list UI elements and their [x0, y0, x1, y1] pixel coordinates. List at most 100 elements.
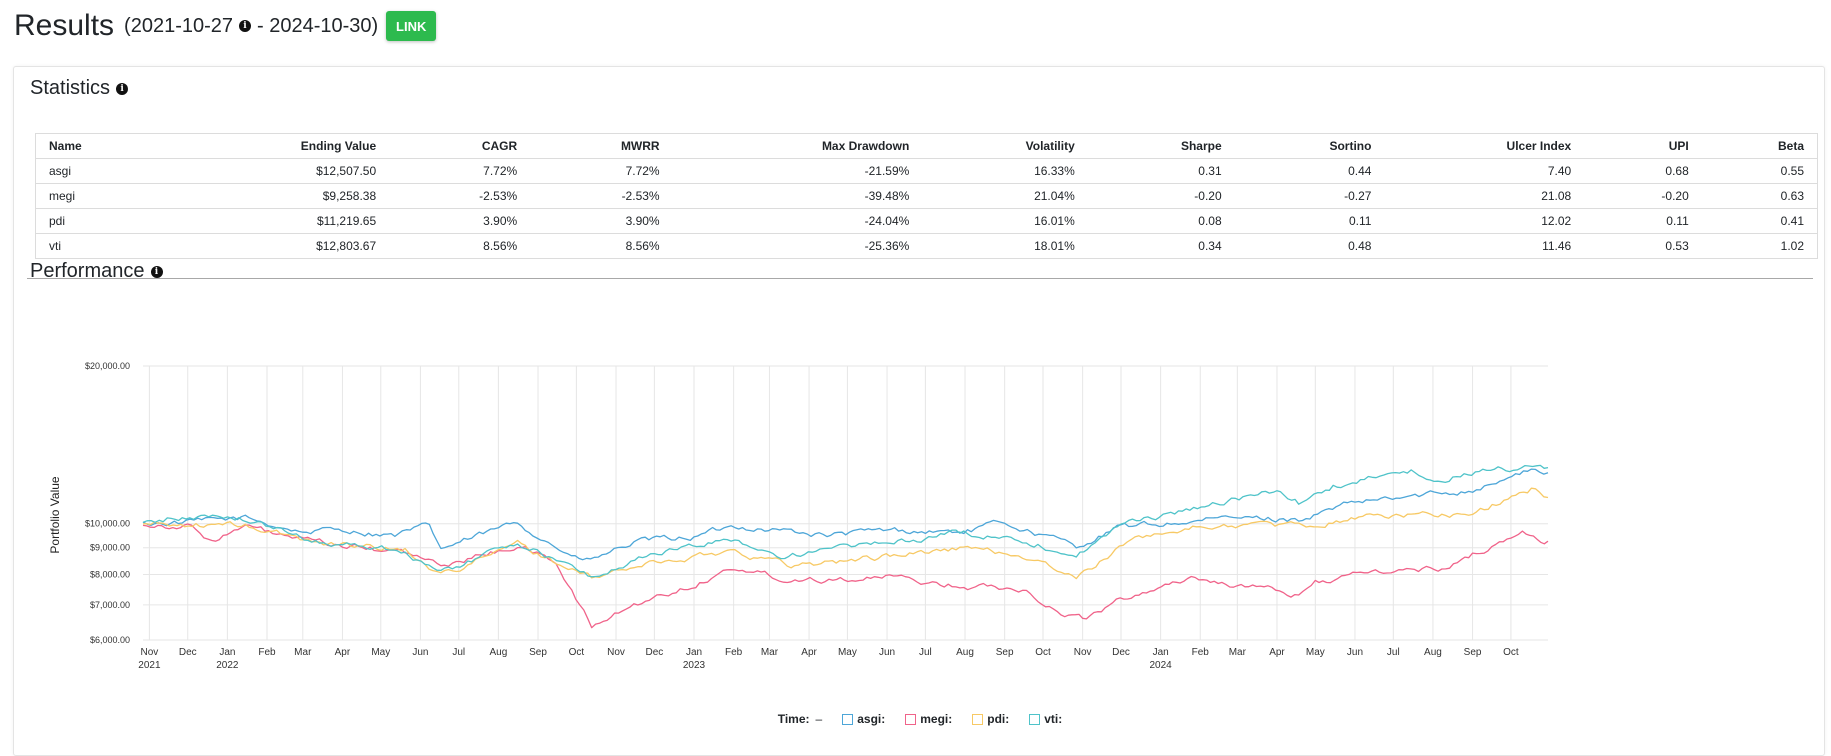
x-tick-label: Sep: [529, 647, 547, 658]
table-cell: 0.44: [1234, 158, 1385, 184]
column-header[interactable]: MWRR: [530, 133, 673, 159]
table-cell: -2.53%: [389, 183, 531, 209]
page-title: Results: [14, 9, 115, 42]
column-header[interactable]: Name: [35, 133, 166, 159]
table-cell: megi: [35, 183, 166, 209]
statistics-table: Name Ending Value CAGR MWRR Max Drawdown Vola…: [35, 133, 1818, 259]
x-tick-label: Jul: [452, 647, 465, 658]
x-tick-label: Jul: [1387, 647, 1400, 658]
table-cell: $12,803.67: [165, 233, 390, 259]
y-axis-label: Portfolio Value: [48, 476, 62, 553]
table-cell: 16.33%: [922, 158, 1088, 184]
table-cell: 3.90%: [530, 208, 673, 234]
statistics-info-icon[interactable]: i: [116, 82, 129, 95]
date-range-end: - 2024-10-30): [257, 14, 379, 37]
column-header[interactable]: Ulcer Index: [1384, 133, 1585, 159]
x-tick-label: Mar: [1229, 647, 1247, 658]
column-header[interactable]: Beta: [1701, 133, 1818, 159]
table-cell: 12.02: [1384, 208, 1585, 234]
x-year-label: 2023: [683, 660, 706, 671]
legend-item[interactable]: vti:: [1029, 712, 1062, 726]
x-tick-label: Jun: [412, 647, 428, 658]
legend-item[interactable]: asgi:: [842, 712, 885, 726]
table-cell: 3.90%: [389, 208, 531, 234]
table-cell: -39.48%: [672, 183, 923, 209]
x-tick-label: Nov: [1074, 647, 1092, 658]
legend-time-label: Time:: [777, 712, 810, 726]
x-tick-label: Aug: [490, 647, 508, 658]
results-card: Statistics i Name Ending Value CAGR MWRR Max…: [13, 66, 1825, 756]
table-cell: 0.34: [1087, 233, 1235, 259]
statistics-title: Statistics: [30, 77, 111, 99]
x-tick-label: Feb: [725, 647, 743, 658]
table-cell: 8.56%: [389, 233, 531, 259]
legend-swatch: [905, 713, 917, 725]
x-tick-label: Jan: [686, 647, 702, 658]
table-cell: $12,507.50: [165, 158, 390, 184]
table-row: asgi $12,507.50 7.72% 7.72% -21.59% 16.33% 0.3…: [35, 158, 1818, 184]
legend-swatch: [1029, 713, 1041, 725]
x-tick-label: Dec: [179, 647, 197, 658]
table-cell: pdi: [35, 208, 166, 234]
column-header[interactable]: CAGR: [389, 133, 531, 159]
table-cell: 21.08: [1384, 183, 1585, 209]
table-cell: 11.46: [1384, 233, 1585, 259]
column-header[interactable]: Volatility: [922, 133, 1088, 159]
link-button[interactable]: LINK: [386, 11, 437, 41]
performance-title: Performance: [30, 260, 145, 282]
y-tick-label: $8,000.00: [90, 570, 130, 580]
x-tick-label: May: [838, 647, 857, 658]
column-header[interactable]: UPI: [1584, 133, 1702, 159]
table-cell: -0.20: [1584, 183, 1702, 209]
column-header[interactable]: Sortino: [1234, 133, 1385, 159]
x-tick-label: Feb: [1192, 647, 1210, 658]
table-cell: -2.53%: [530, 183, 673, 209]
performance-heading: Performance i: [30, 260, 169, 283]
performance-info-icon[interactable]: i: [150, 265, 163, 278]
table-cell: -0.20: [1087, 183, 1235, 209]
x-tick-label: Apr: [335, 647, 351, 658]
legend-swatch: [972, 713, 984, 725]
x-tick-label: Dec: [645, 647, 663, 658]
legend-label: pdi:: [987, 712, 1010, 726]
table-row: vti $12,803.67 8.56% 8.56% -25.36% 18.01% 0.34…: [35, 233, 1818, 259]
table-cell: 0.53: [1584, 233, 1702, 259]
y-tick-label: $6,000.00: [90, 635, 130, 645]
x-year-label: 2021: [138, 660, 161, 671]
date-range: (2021-10-27 i - 2024-10-30): [124, 15, 378, 38]
x-tick-label: Jun: [879, 647, 895, 658]
table-cell: 0.68: [1584, 158, 1702, 184]
table-cell: 21.04%: [922, 183, 1088, 209]
table-cell: asgi: [35, 158, 166, 184]
legend-item[interactable]: pdi:: [972, 712, 1009, 726]
x-year-label: 2022: [216, 660, 239, 671]
series-line-pdi: [142, 487, 1549, 580]
series-line-asgi: [142, 468, 1549, 561]
x-tick-label: Dec: [1112, 647, 1130, 658]
x-tick-label: Mar: [294, 647, 312, 658]
x-tick-label: Apr: [1269, 647, 1285, 658]
legend-item[interactable]: megi:: [905, 712, 952, 726]
series-line-vti: [142, 464, 1549, 578]
table-cell: 7.72%: [389, 158, 531, 184]
date-range-start: (2021-10-27: [124, 14, 234, 37]
column-header[interactable]: Ending Value: [165, 133, 390, 159]
table-cell: 0.08: [1087, 208, 1235, 234]
x-tick-label: Oct: [569, 647, 585, 658]
column-header[interactable]: Max Drawdown: [672, 133, 923, 159]
table-cell: -21.59%: [672, 158, 923, 184]
table-cell: 7.40: [1384, 158, 1585, 184]
x-tick-label: Nov: [607, 647, 625, 658]
x-tick-label: Jul: [919, 647, 932, 658]
table-cell: 0.63: [1701, 183, 1818, 209]
y-tick-label: $10,000.00: [85, 519, 130, 529]
x-tick-label: May: [1306, 647, 1325, 658]
statistics-heading: Statistics i: [30, 77, 134, 100]
x-tick-label: Nov: [140, 647, 158, 658]
x-tick-label: Feb: [258, 647, 276, 658]
table-cell: 0.11: [1234, 208, 1385, 234]
info-icon[interactable]: i: [239, 20, 252, 32]
x-tick-label: Aug: [956, 647, 974, 658]
performance-chart[interactable]: Nov 2021 Dec Jan 2022 Feb Mar Apr May Jun Jul Aug Se…: [28, 332, 1818, 712]
column-header[interactable]: Sharpe: [1087, 133, 1235, 159]
